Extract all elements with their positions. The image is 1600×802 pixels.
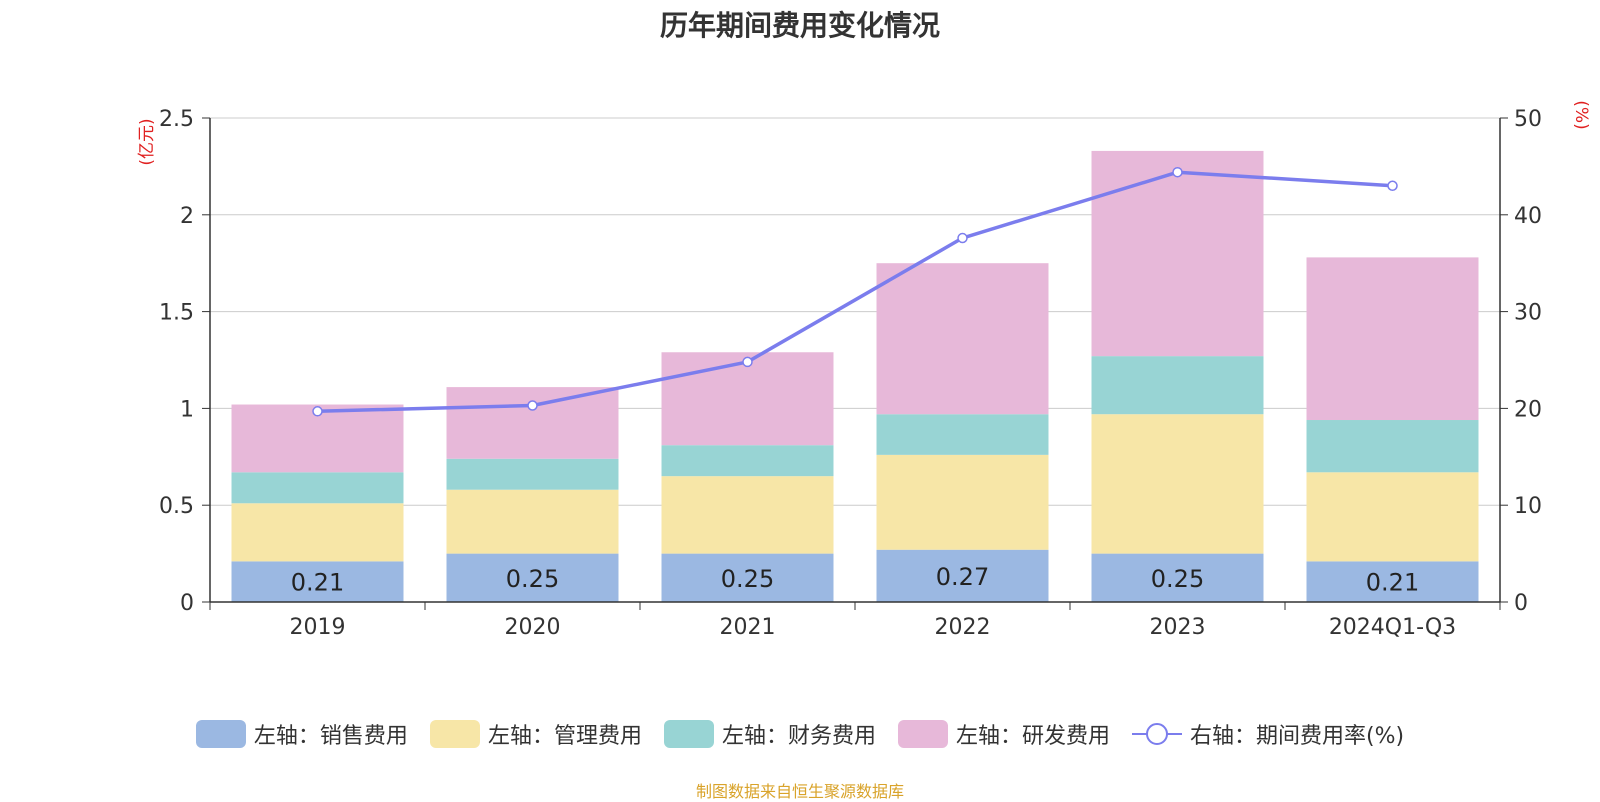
bar-segment-0 [446,553,619,602]
left-axis-unit-label: (亿元) [137,118,157,165]
bar-segment-0 [1306,561,1479,602]
rate-point [957,232,968,244]
legend-item-rnd[interactable]: 左轴：研发费用 [897,718,1110,750]
right-axis-tick-label: 20 [1514,397,1542,422]
rate-point [742,356,753,368]
x-axis-tick-label: 2021 [720,615,776,640]
rate-line [317,170,1393,414]
x-axis-tick-label: 2024Q1-Q3 [1329,615,1456,640]
bar-data-label: 0.25 [1151,565,1204,593]
legend-item-admin[interactable]: 左轴：管理费用 [429,718,642,750]
right-axis-tick-label: 10 [1514,494,1542,519]
bar-segment-2 [231,472,404,504]
left-axis-tick-label: 1 [180,397,194,422]
bar-segment-3 [876,263,1049,415]
legend-swatch-rnd [897,720,948,748]
bar-segment-0 [1091,553,1264,602]
bar-segment-0 [661,553,834,602]
legend-swatch-finance [663,720,714,748]
right-axis-tick-label: 50 [1514,107,1542,132]
legend-swatch-admin [429,720,480,748]
rate-point [527,400,538,411]
right-axis-tick-label: 0 [1514,591,1528,616]
x-axis-tick-label: 2020 [505,615,561,640]
bar-segment-1 [231,503,404,562]
bar-data-label: 0.27 [936,563,989,591]
legend-swatch-sales [195,720,246,748]
bar-segment-2 [661,445,834,477]
right-axis-tick-label: 30 [1514,301,1542,326]
x-axis-tick-label: 2022 [935,615,991,640]
rate-point [1387,180,1398,192]
bar-segment-2 [876,414,1049,455]
right-axis-tick-label: 40 [1514,204,1542,229]
bar-segment-3 [661,352,834,446]
left-axis-tick-label: 1.5 [159,301,194,326]
left-axis-tick-label: 2 [180,204,194,229]
legend-label-admin: 左轴：管理费用 [487,724,642,749]
x-axis-tick-label: 2019 [290,615,346,640]
left-axis-tick-label: 0.5 [159,494,194,519]
bar-data-label: 0.25 [721,565,774,593]
left-axis-tick-label: 2.5 [159,107,194,132]
right-axis-unit-label: (%) [1571,100,1591,129]
bar-segment-3 [1306,257,1479,421]
legend-item-finance[interactable]: 左轴：财务费用 [663,718,876,750]
bar-segment-1 [1306,472,1479,562]
rate-line-series [312,166,1398,417]
legend-item-rate[interactable]: 右轴：期间费用率(%) [1131,718,1405,750]
legend: 左轴：销售费用 左轴：管理费用 左轴：财务费用 左轴：研发费用 右轴：期间费用率… [0,718,1600,750]
axes: 0 0.5 1 1.5 2 2.5 0 10 20 30 40 50 2019 2020 2021 2022 2… [159,107,1542,640]
bar-segment-3 [446,387,619,459]
bar-segment-3 [1091,150,1264,357]
legend-item-sales[interactable]: 左轴：销售费用 [195,718,408,750]
legend-label-rate: 右轴：期间费用率(%) [1189,724,1405,749]
chart-title: 历年期间费用变化情况 [659,9,940,42]
bar-series [231,150,1479,602]
legend-label-rnd: 左轴：研发费用 [955,724,1110,749]
left-axis-tick-label: 0 [180,591,194,616]
legend-label-sales: 左轴：销售费用 [253,724,408,749]
bar-segment-1 [1091,414,1264,554]
legend-line-marker-icon [1131,723,1182,745]
source-note: 制图数据来自恒生聚源数据库 [695,782,904,801]
bar-segment-0 [876,549,1049,602]
rate-point [1172,166,1183,178]
data-labels: 0.21 0.25 0.25 0.27 0.25 0.21 [291,563,1419,597]
x-axis-tick-label: 2023 [1150,615,1206,640]
bar-segment-2 [1091,356,1264,415]
bar-segment-1 [876,454,1049,550]
bar-data-label: 0.25 [506,565,559,593]
bar-data-label: 0.21 [291,569,344,597]
bar-segment-1 [661,476,834,554]
bar-segment-1 [446,489,619,554]
bar-segment-2 [446,458,619,490]
bar-data-label: 0.21 [1366,569,1419,597]
bar-segment-2 [1306,420,1479,473]
rate-point [312,406,323,417]
bar-segment-0 [231,561,404,602]
legend-label-finance: 左轴：财务费用 [721,724,876,749]
